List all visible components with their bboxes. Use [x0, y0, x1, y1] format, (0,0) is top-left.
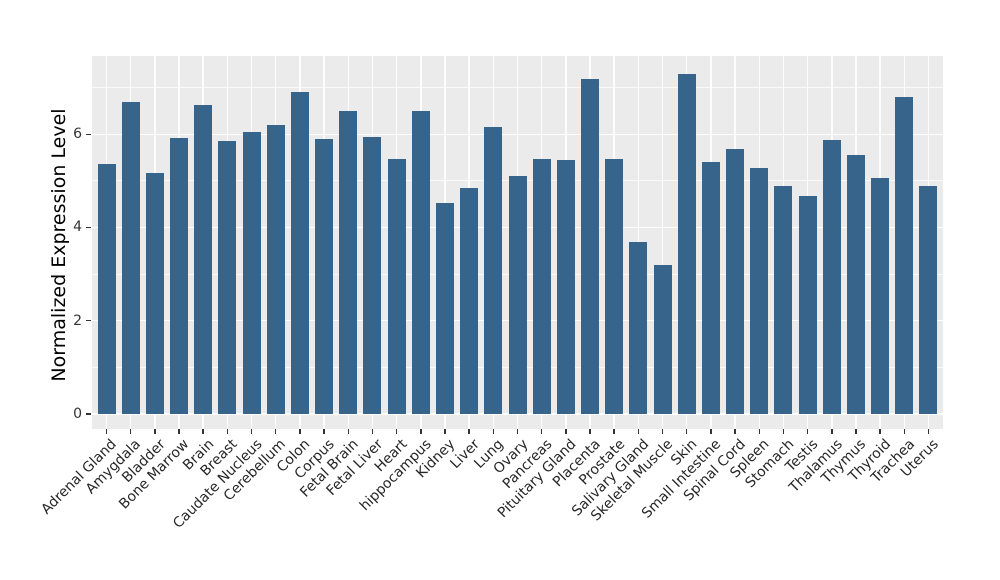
bar-stomach [774, 185, 793, 414]
y-tick-label: 4 [73, 219, 82, 236]
bar-adrenal-gland [97, 163, 116, 414]
bar-uterus [919, 186, 938, 414]
bar-hippocampus [411, 111, 430, 414]
bar-testis [798, 195, 817, 414]
x-tick [782, 429, 785, 434]
bar-thyroid [871, 178, 890, 414]
bar-kidney [435, 202, 454, 414]
x-tick [105, 429, 108, 434]
x-tick [758, 429, 760, 434]
x-tick [855, 429, 857, 434]
x-tick [492, 429, 495, 434]
x-tick [250, 429, 253, 434]
bar-ovary [508, 175, 527, 414]
x-tick [444, 429, 446, 434]
x-tick [540, 429, 543, 434]
bar-brain [194, 104, 213, 414]
y-tick-label: 2 [73, 312, 82, 329]
x-tick [395, 429, 398, 434]
x-tick [613, 429, 615, 434]
x-tick [661, 429, 664, 434]
bar-liver [460, 187, 479, 414]
bar-caudate-nucleus [242, 131, 261, 414]
y-axis-title-text: Normalized Expression Level [48, 108, 70, 382]
bar-bladder [145, 172, 164, 414]
plot-panel [92, 56, 943, 429]
bar-bone-marrow [170, 137, 189, 414]
y-tick-label: 0 [73, 405, 82, 422]
x-tick [202, 429, 204, 434]
bar-thymus [846, 155, 865, 414]
x-tick [806, 429, 809, 434]
x-tick [927, 429, 930, 434]
x-tick [226, 429, 229, 434]
x-tick [637, 429, 640, 434]
x-tick [178, 429, 180, 434]
bar-prostate [605, 159, 624, 414]
y-tick [86, 413, 91, 415]
bar-cerebellum [266, 125, 285, 414]
x-tick [154, 429, 156, 434]
bar-fetal-liver [363, 137, 382, 414]
bar-trachea [895, 96, 914, 414]
x-tick [831, 429, 833, 434]
bar-skeletal-muscle [653, 265, 672, 414]
x-tick [274, 429, 277, 434]
bar-pituitary-gland [556, 160, 575, 414]
x-tick [516, 429, 519, 434]
x-tick [565, 429, 567, 434]
y-tick [86, 226, 91, 229]
x-tick [734, 429, 736, 434]
x-tick [468, 429, 470, 434]
bar-amygdala [121, 102, 140, 414]
y-tick [86, 133, 91, 136]
gridline-vertical [661, 56, 664, 429]
bar-colon [290, 92, 309, 414]
bar-spinal-cord [726, 148, 745, 414]
bar-corpus [315, 139, 334, 414]
x-tick [710, 429, 712, 434]
bar-thalamus [822, 139, 841, 414]
x-tick [299, 429, 301, 434]
x-tick [420, 429, 422, 434]
x-tick [589, 429, 591, 434]
bar-fetal-brain [339, 110, 358, 414]
x-tick [879, 429, 881, 434]
x-tick [685, 429, 688, 434]
x-tick [129, 429, 132, 434]
bar-breast [218, 140, 237, 414]
bar-lung [484, 126, 503, 414]
bar-spleen [750, 167, 769, 414]
bar-skin [677, 73, 696, 414]
x-tick [323, 429, 325, 434]
y-tick-label: 6 [73, 126, 82, 143]
x-tick [347, 429, 350, 434]
bar-salivary-gland [629, 241, 648, 414]
bar-heart [387, 159, 406, 414]
bar-small-intestine [701, 161, 720, 414]
y-tick [86, 319, 91, 322]
x-tick [371, 429, 374, 434]
bar-placenta [581, 78, 600, 414]
bar-pancreas [532, 159, 551, 414]
x-tick [903, 429, 906, 434]
